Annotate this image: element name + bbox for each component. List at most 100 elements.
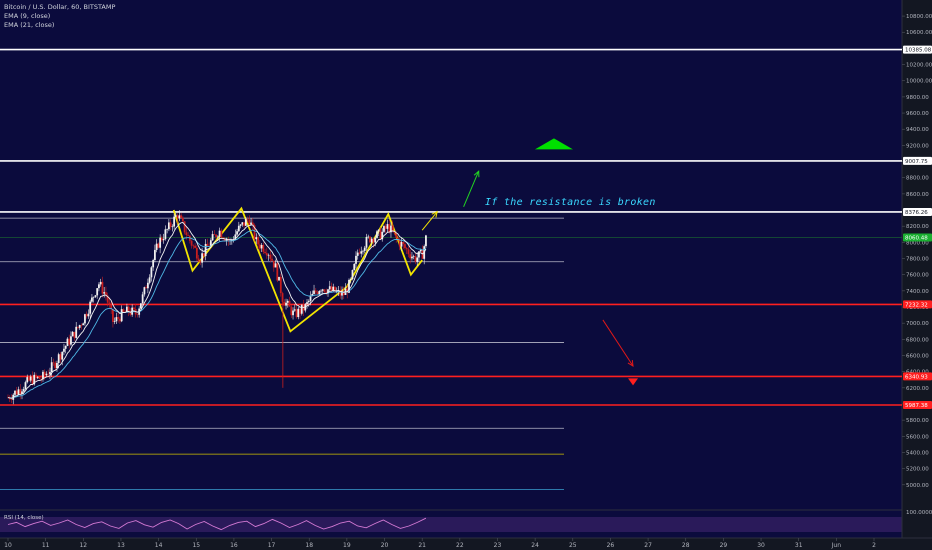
candle-body — [17, 389, 20, 395]
candle-body — [405, 248, 408, 250]
price-label-box — [903, 233, 932, 242]
candle-body — [108, 302, 111, 305]
candle-body — [31, 376, 34, 385]
candle-body — [295, 309, 298, 318]
candle-body — [351, 270, 354, 280]
candle-body — [129, 312, 132, 315]
candle-body — [180, 215, 183, 218]
candle-body — [243, 222, 245, 226]
candle-body — [127, 306, 130, 313]
candle-body — [99, 281, 102, 285]
candle-body — [187, 234, 190, 236]
x-tick-label: 17 — [268, 542, 276, 549]
x-tick-label: 13 — [117, 542, 125, 549]
y-tick-label: 5600.00 — [906, 434, 929, 440]
candle-body — [80, 325, 83, 326]
y-tick-label: 7600.00 — [906, 273, 929, 279]
candle-body — [376, 231, 378, 238]
candle-body — [71, 331, 74, 337]
candle-body — [8, 397, 11, 400]
candle-body — [113, 321, 116, 322]
price-label-box — [903, 156, 932, 165]
candle-body — [192, 245, 195, 247]
y-tick-label: 7800.00 — [906, 257, 929, 263]
candle-body — [42, 371, 44, 380]
candle-body — [91, 297, 93, 302]
candle-body — [10, 399, 13, 400]
candle-body — [267, 254, 270, 256]
candle-body — [33, 374, 36, 385]
y-tick-label: 5400.00 — [906, 450, 929, 456]
x-tick-label: 24 — [531, 542, 539, 549]
candle-body — [292, 310, 294, 316]
y-tick-label: 10800.00 — [906, 14, 932, 20]
y-tick-label: 5800.00 — [906, 418, 929, 424]
y-tick-label: 6600.00 — [906, 353, 929, 359]
candle-body — [230, 240, 233, 241]
time-axis: 10 11 12 13 14 15 16 17 18 19 20 21 22 23 24 25 26 27 28 29… — [4, 538, 876, 549]
candle-body — [70, 336, 72, 345]
candle-body — [36, 376, 39, 378]
yellow-arrow-head — [431, 210, 438, 218]
x-tick-label: 29 — [720, 542, 728, 549]
x-tick-label: 20 — [381, 542, 389, 549]
candle-body — [201, 253, 204, 263]
candle-body — [237, 225, 240, 232]
candle-body — [87, 313, 90, 317]
candle-body — [49, 372, 51, 375]
y-tick-label: 7000.00 — [906, 321, 929, 327]
price-label-text: 5987.38 — [905, 403, 928, 409]
x-tick-label: 28 — [682, 542, 690, 549]
candle-body — [106, 295, 109, 303]
symbol-title[interactable]: Bitcoin / U.S. Dollar, 60, BITSTAMP — [4, 3, 116, 11]
ema21-legend[interactable]: EMA (21, close) — [4, 21, 55, 29]
ema9-legend[interactable]: EMA (9, close) — [4, 12, 51, 20]
candle-body — [321, 289, 324, 291]
candle-body — [78, 325, 81, 328]
candle-body — [365, 236, 368, 248]
candle-body — [159, 237, 162, 248]
candle-body — [227, 239, 230, 241]
candle-body — [362, 250, 364, 252]
candle-body — [372, 238, 375, 243]
x-tick-label: 19 — [343, 542, 351, 549]
candle-body — [402, 242, 405, 245]
candle-body — [19, 389, 22, 394]
candle-body — [276, 263, 279, 281]
candle-body — [306, 302, 308, 305]
candle-body — [223, 238, 226, 242]
candle-body — [290, 306, 293, 316]
price-label-box — [903, 372, 932, 381]
candle-body — [236, 231, 238, 235]
candle-body — [250, 222, 252, 225]
rsi-tick-label: 100.0000 — [906, 510, 932, 516]
candle-body — [300, 304, 303, 314]
candle-body — [260, 244, 263, 249]
candle-body — [379, 229, 382, 240]
candle-body — [126, 306, 128, 313]
y-tick-label: 8600.00 — [906, 192, 929, 198]
candle-body — [383, 226, 385, 232]
price-label-box — [903, 401, 932, 410]
candle-body — [75, 326, 78, 338]
candle-body — [94, 295, 97, 297]
candle-body — [43, 371, 46, 376]
candle-body — [145, 287, 148, 289]
x-tick-label: 15 — [192, 542, 200, 549]
candle-body — [304, 304, 307, 311]
candle-body — [348, 279, 350, 293]
candle-body — [50, 362, 53, 373]
candle-body — [283, 301, 286, 306]
rsi-legend[interactable]: RSI (14, close) — [4, 515, 44, 521]
candle-body — [411, 256, 413, 259]
candle-body — [150, 267, 153, 278]
candle-body — [404, 244, 406, 249]
y-tick-label: 5200.00 — [906, 467, 929, 473]
candle-body — [47, 373, 50, 375]
x-tick-label: Jun — [831, 542, 842, 549]
candle-body — [122, 309, 125, 312]
x-tick-label: 23 — [494, 542, 502, 549]
candle-body — [73, 331, 76, 338]
y-tick-label: 9200.00 — [906, 143, 929, 149]
candle-body — [183, 221, 186, 233]
